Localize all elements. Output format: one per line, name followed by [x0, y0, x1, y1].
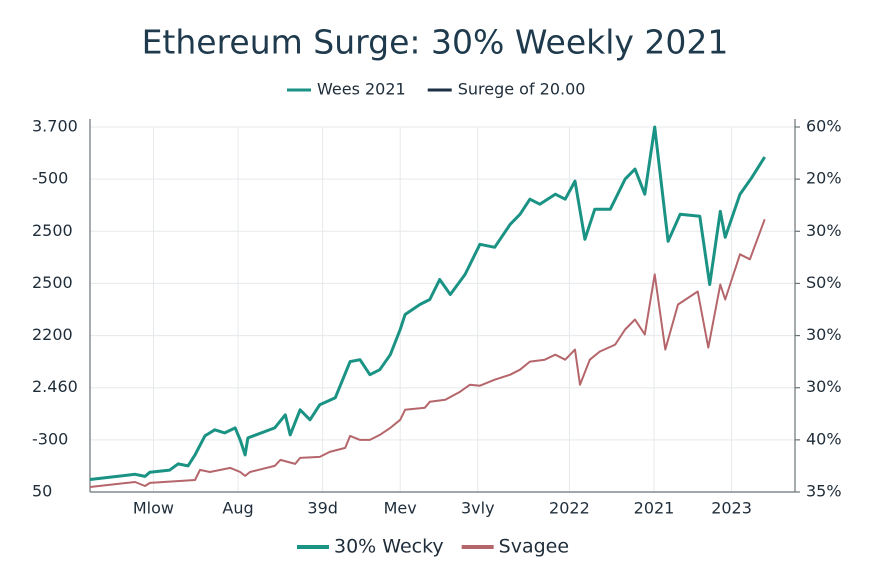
y-tick-label: -500 — [32, 169, 68, 188]
y-tick-label: 2200 — [32, 325, 73, 344]
y2-tick-label: 30% — [806, 325, 842, 344]
x-tick-label: Mlow — [133, 499, 174, 518]
legend-label: Svagee — [499, 536, 569, 558]
y-tick-label: 50 — [32, 482, 52, 501]
y-tick-label: 3.700 — [32, 117, 78, 136]
x-tick-label: 3vly — [461, 499, 495, 518]
y2-tick-label: 40% — [806, 429, 842, 448]
y-tick-label: 2.460 — [32, 377, 78, 396]
y2-tick-label: 35% — [806, 482, 842, 501]
y2-tick-label: 30% — [806, 221, 842, 240]
x-tick-label: 2023 — [711, 499, 752, 518]
y2-tick-label: 30% — [806, 377, 842, 396]
x-tick-label: 2021 — [634, 499, 675, 518]
x-tick-label: Mev — [384, 499, 417, 518]
y-tick-label: 2500 — [32, 273, 73, 292]
x-tick-label: 2022 — [549, 499, 590, 518]
y2-tick-label: 20% — [806, 169, 842, 188]
y-tick-label: 2500 — [32, 221, 73, 240]
legend-label: Wees 2021 — [317, 80, 406, 99]
chart-title: Ethereum Surge: 30% Weekly 2021 — [142, 23, 729, 62]
legend-label: 30% Wecky — [334, 536, 444, 558]
x-tick-label: Aug — [222, 499, 253, 518]
y2-tick-label: S0% — [806, 273, 842, 292]
x-tick-label: 39d — [307, 499, 338, 518]
legend-label: Surege of 20.00 — [458, 80, 586, 99]
y-tick-label: -300 — [32, 429, 68, 448]
series-line — [89, 218, 766, 488]
y2-tick-label: 60% — [806, 117, 842, 136]
series-line — [89, 125, 766, 481]
